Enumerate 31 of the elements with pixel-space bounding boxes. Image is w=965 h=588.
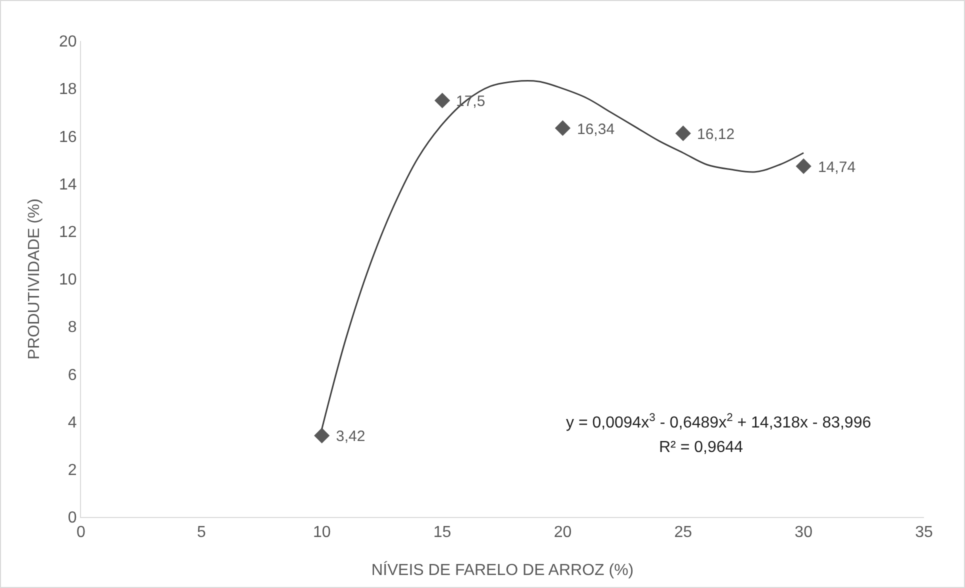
y-tick-label: 12	[59, 224, 77, 241]
x-tick-label: 25	[674, 524, 692, 542]
x-tick-label: 15	[433, 524, 452, 542]
y-tick-label: 6	[68, 366, 77, 384]
data-label: 16,34	[577, 121, 615, 138]
y-tick-label: 0	[68, 510, 77, 527]
x-tick-label: 5	[196, 524, 206, 542]
point	[434, 92, 450, 108]
y-tick-label: 20	[59, 34, 77, 51]
y-tick-label: 10	[59, 272, 77, 289]
data-label: 14,74	[818, 159, 856, 176]
point	[675, 126, 691, 142]
x-tick-label: 20	[554, 524, 572, 542]
y-tick-label: 8	[68, 319, 77, 336]
annotation: R² = 0,9644	[659, 439, 744, 456]
point	[796, 158, 812, 174]
y-tick-label: 18	[59, 81, 77, 98]
x-tick-label: 10	[312, 524, 331, 542]
data-label: 16,12	[697, 126, 735, 143]
x-tick-label: 35	[915, 524, 933, 542]
data-label: 3,42	[336, 428, 366, 445]
y-axis-title: PRODUTIVIDADE (%)	[26, 198, 43, 360]
point	[554, 120, 571, 136]
y-tick-label: 2	[68, 462, 77, 479]
y-tick-label: 14	[59, 176, 77, 194]
y-tick-label: 16	[59, 128, 77, 146]
point	[314, 428, 330, 444]
annotation: y = 0,0094x$^{3}$ - 0,6489x$^{2}$ + 14,318x - 83,996	[566, 412, 872, 432]
x-axis-title: NÍVEIS DE FARELO DE ARROZ (%)	[371, 561, 634, 579]
x-tick-label: 30	[794, 524, 813, 542]
y-tick-label: 4	[68, 414, 77, 432]
